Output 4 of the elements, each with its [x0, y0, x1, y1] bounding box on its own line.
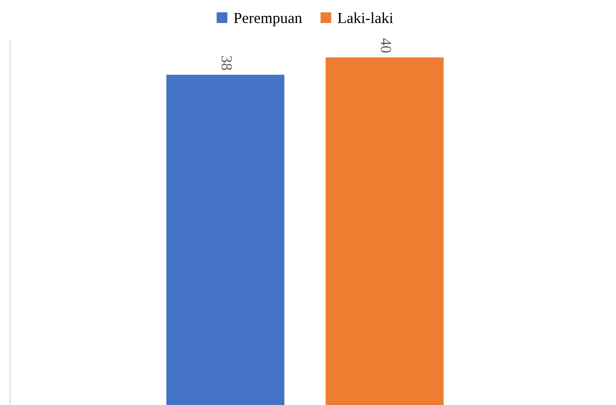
data-label: 40: [380, 38, 392, 53]
legend-label: Perempuan: [234, 12, 302, 26]
data-label: 38: [222, 56, 232, 70]
legend-label: Laki-laki: [338, 12, 394, 24]
